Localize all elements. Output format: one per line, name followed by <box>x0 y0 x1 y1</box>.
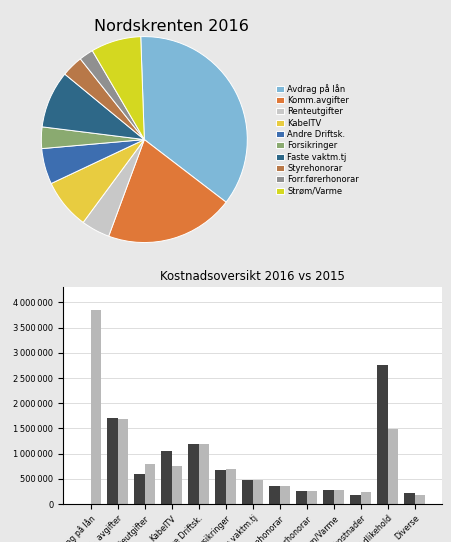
Wedge shape <box>65 59 144 140</box>
Legend: Avdrag på lån, Komm.avgifter, Renteutgifter, KabelTV, Andre Driftsk., Forsikring: Avdrag på lån, Komm.avgifter, Renteutgif… <box>275 82 361 197</box>
Bar <box>145 464 155 504</box>
Bar <box>198 443 209 504</box>
Wedge shape <box>41 127 144 149</box>
Bar <box>91 310 101 504</box>
Wedge shape <box>42 74 144 140</box>
Title: Kostnadsoversikt 2016 vs 2015: Kostnadsoversikt 2016 vs 2015 <box>160 270 345 283</box>
Bar <box>414 495 425 504</box>
Bar <box>171 466 182 504</box>
Wedge shape <box>109 140 226 242</box>
Bar <box>189 443 198 504</box>
Bar <box>134 474 145 504</box>
Wedge shape <box>51 140 144 222</box>
Wedge shape <box>83 140 144 236</box>
Bar <box>161 451 171 504</box>
Bar <box>307 492 317 504</box>
Bar <box>350 495 360 504</box>
Wedge shape <box>141 37 247 202</box>
Bar <box>334 491 344 504</box>
Bar <box>296 492 307 504</box>
Bar <box>404 493 414 504</box>
Text: Nordskrenten 2016: Nordskrenten 2016 <box>94 19 249 34</box>
Bar <box>323 491 334 504</box>
Bar <box>242 480 253 504</box>
Bar <box>118 420 128 504</box>
Bar <box>387 429 398 504</box>
Wedge shape <box>80 50 144 140</box>
Bar <box>107 418 118 504</box>
Bar <box>280 486 290 504</box>
Bar <box>377 365 387 504</box>
Wedge shape <box>92 37 144 140</box>
Bar <box>226 469 236 504</box>
Bar <box>215 470 226 504</box>
Bar <box>360 493 371 504</box>
Bar <box>269 486 280 504</box>
Wedge shape <box>42 140 144 184</box>
Bar <box>253 480 263 504</box>
